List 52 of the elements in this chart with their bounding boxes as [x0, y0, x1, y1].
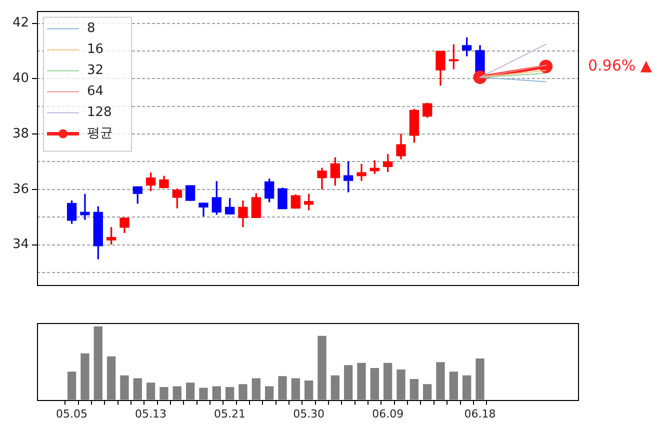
bar [238, 384, 248, 400]
bar [330, 375, 340, 400]
x-tick-label: 05.13 [135, 407, 167, 420]
legend-label: 32 [87, 63, 104, 78]
bar [436, 362, 445, 400]
x-tick-label: 05.30 [293, 407, 325, 420]
legend-label: 평균 [87, 126, 113, 142]
candlestick [80, 194, 90, 220]
candlestick [356, 164, 366, 181]
bar [264, 386, 274, 400]
bar [67, 372, 76, 400]
bar [291, 378, 300, 400]
bar [476, 358, 484, 400]
y-tick-label: 36 [12, 182, 29, 197]
bar [423, 384, 432, 400]
bar [278, 376, 287, 400]
bar [199, 388, 208, 400]
bar [106, 356, 116, 400]
bar [186, 382, 195, 400]
bar [160, 387, 168, 400]
y-tick-label: 40 [12, 71, 29, 86]
bar [80, 353, 90, 400]
y-tick-label: 42 [12, 16, 29, 31]
bar [357, 362, 366, 400]
bar [318, 336, 326, 400]
bar [212, 386, 221, 400]
bar [225, 387, 234, 400]
x-tick-label: 06.09 [372, 407, 404, 420]
bar [383, 362, 392, 400]
text: 0.96% ▲ [588, 56, 652, 74]
y-tick-label: 34 [12, 237, 29, 252]
legend-label: 8 [87, 21, 96, 36]
bar [94, 326, 102, 400]
bar [146, 382, 156, 400]
bar [462, 375, 472, 400]
bar [304, 380, 314, 400]
bar [252, 378, 260, 400]
x-tick-label: 05.21 [214, 407, 246, 420]
x-tick-label: 05.05 [56, 407, 88, 420]
bar [172, 386, 182, 400]
legend-label: 16 [87, 42, 104, 58]
legend-label: 128 [87, 105, 112, 120]
y-tick-label: 38 [12, 126, 29, 142]
bar [370, 368, 379, 400]
legend-label: 64 [87, 84, 104, 100]
bar [133, 378, 142, 400]
bar [449, 372, 458, 400]
bar [410, 378, 418, 400]
bar [344, 365, 353, 400]
x-tick-label: 06.18 [464, 407, 496, 420]
bar [396, 369, 406, 400]
bar [120, 375, 129, 400]
